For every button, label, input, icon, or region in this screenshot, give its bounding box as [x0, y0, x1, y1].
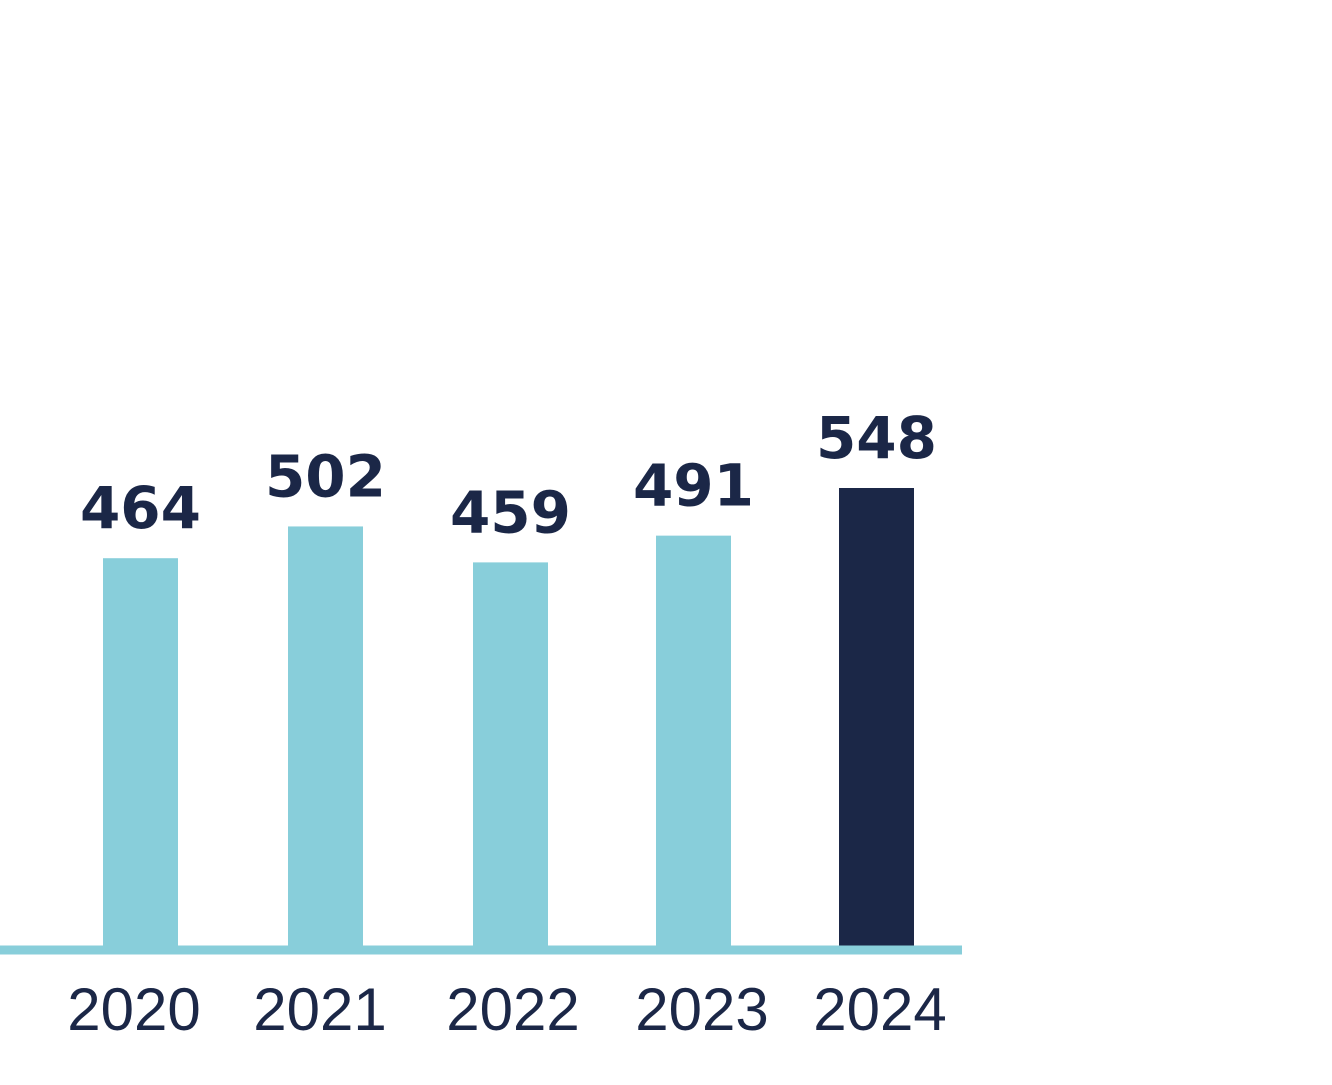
- bar-2020: [103, 558, 178, 946]
- value-label-2022: 459: [450, 478, 571, 546]
- bar-2023: [656, 535, 731, 946]
- value-label-2021: 502: [265, 442, 386, 510]
- category-label-2023: 2023: [635, 976, 768, 1043]
- value-label-2020: 464: [80, 474, 201, 542]
- bar-2024: [839, 488, 914, 946]
- category-label-2024: 2024: [813, 976, 946, 1043]
- category-label-2020: 2020: [67, 976, 200, 1043]
- bar-2021: [288, 526, 363, 946]
- category-label-2022: 2022: [446, 976, 579, 1043]
- category-label-2021: 2021: [253, 976, 386, 1043]
- value-label-2023: 491: [633, 452, 754, 520]
- value-label-2024: 548: [816, 404, 937, 472]
- value-labels-group: 464 502 459 491 548: [80, 404, 937, 546]
- category-labels-group: 2020 2021 2022 2023 2024: [67, 976, 946, 1043]
- bar-2022: [473, 562, 548, 946]
- bars-group: [103, 488, 914, 946]
